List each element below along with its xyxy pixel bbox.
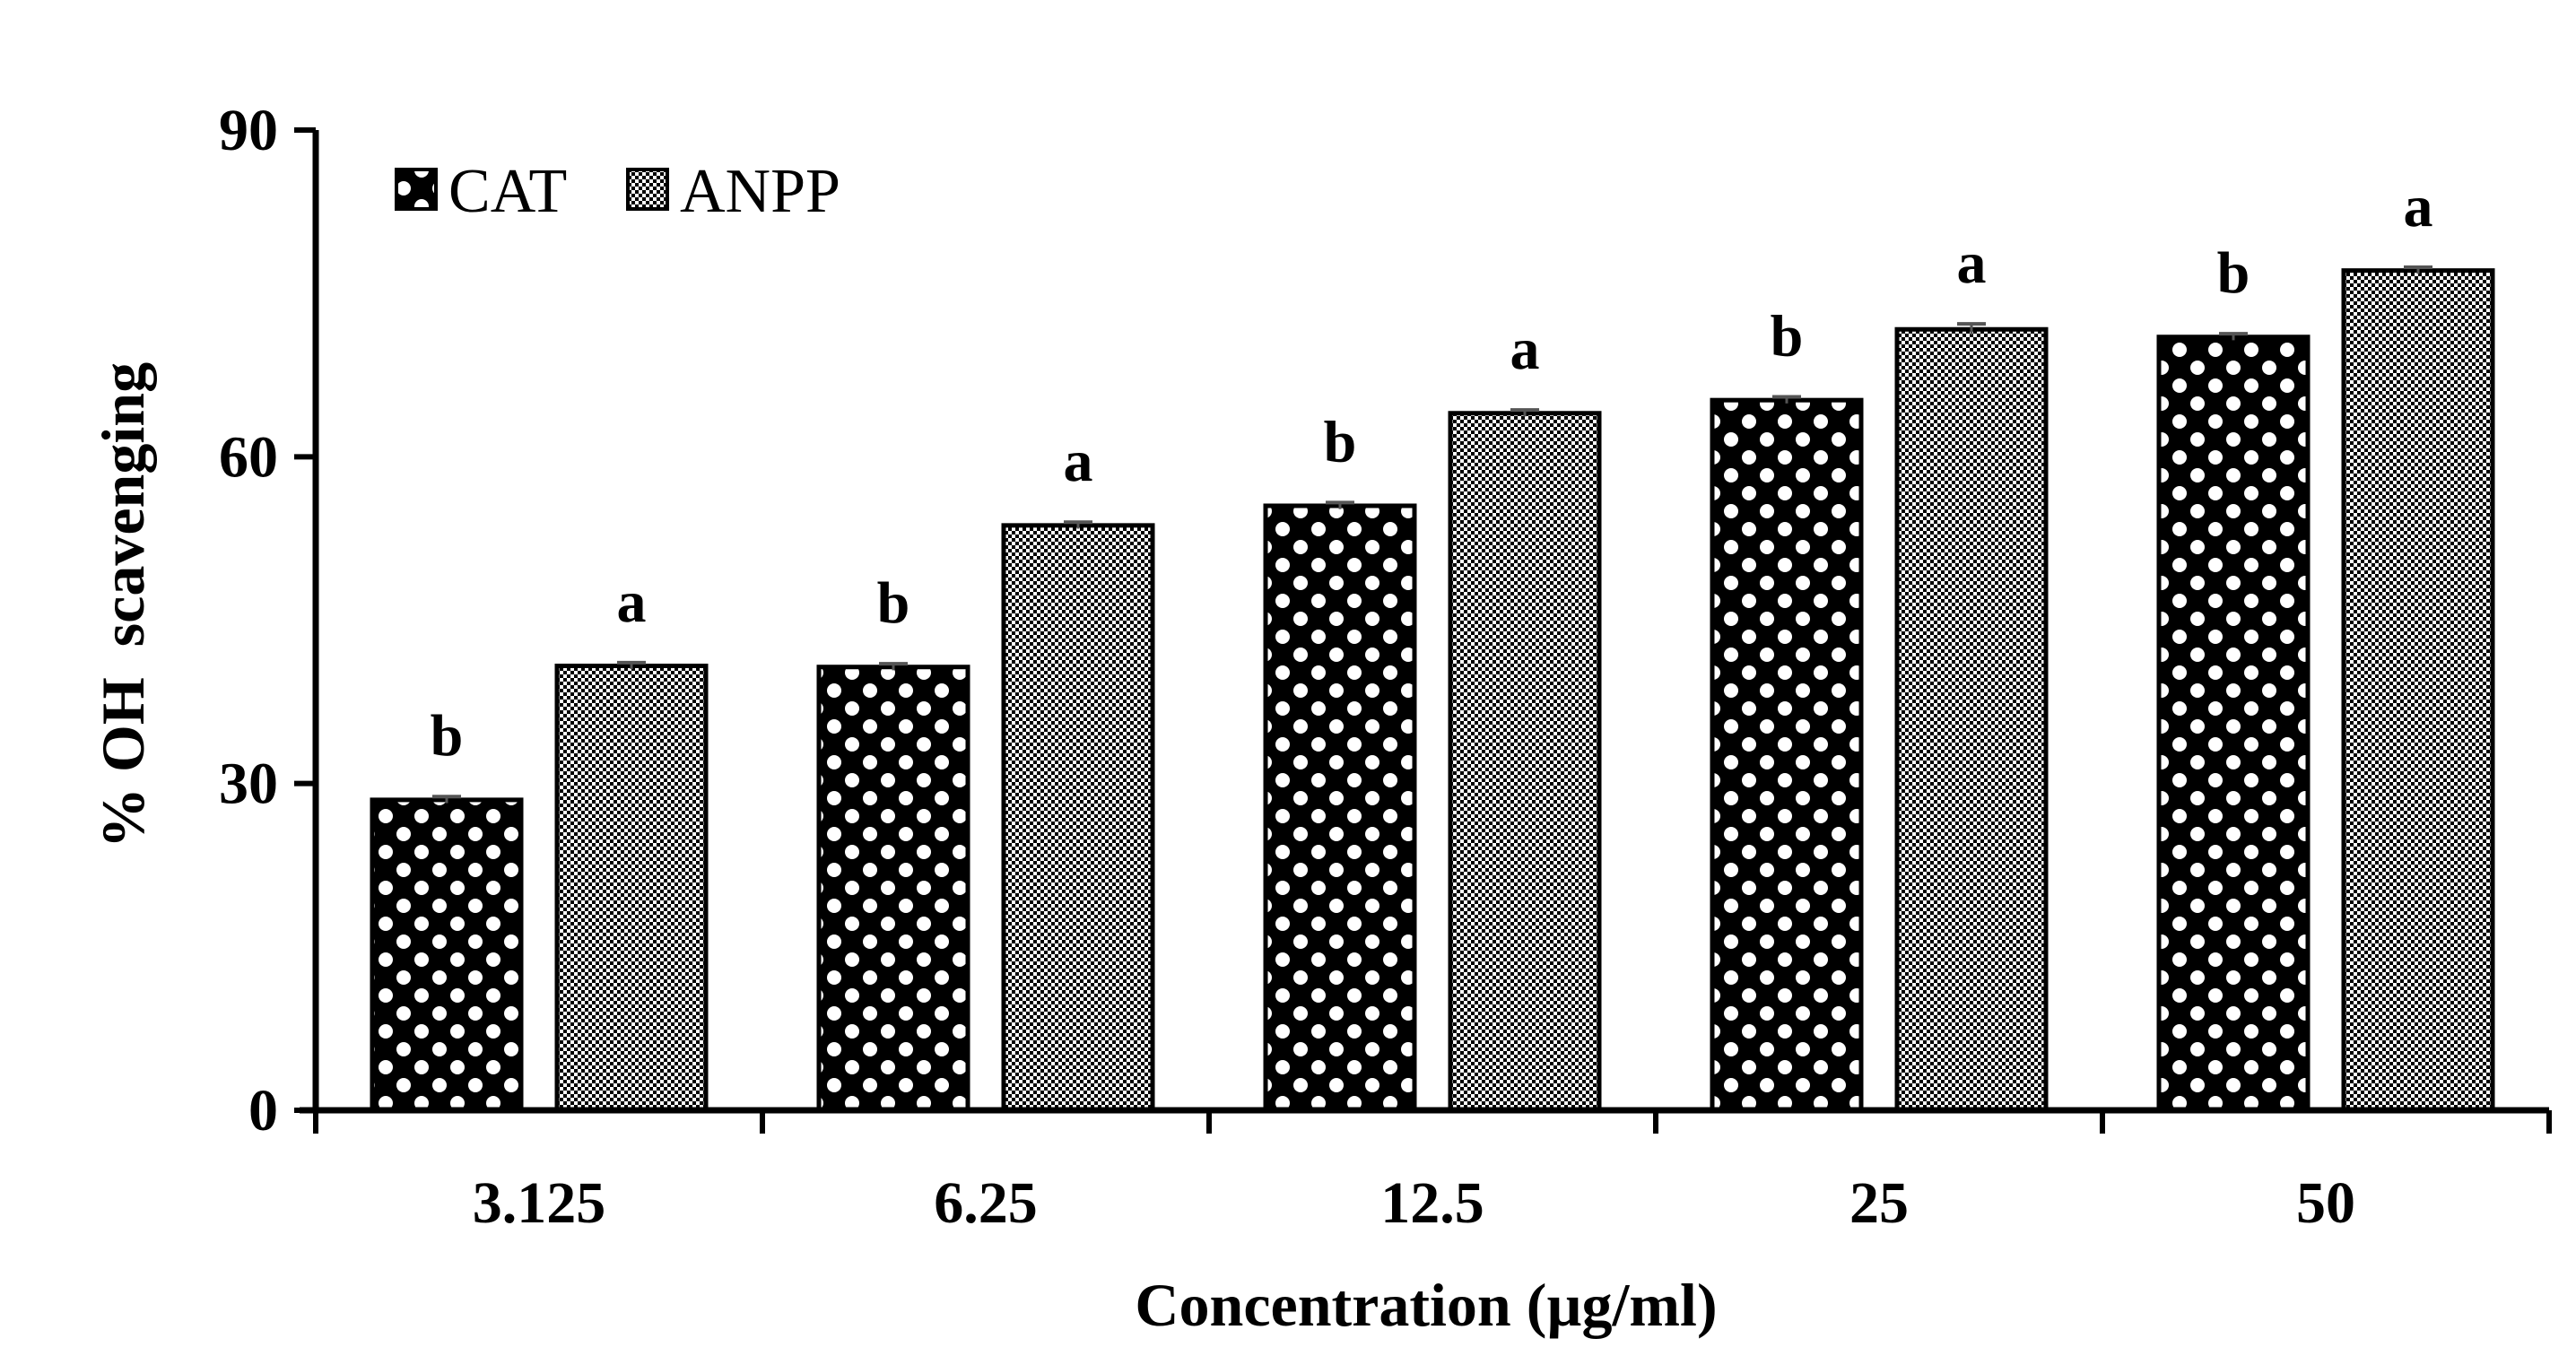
- y-tick-label: 90: [219, 98, 278, 163]
- axes-layer: 3.125 6.25 12.5 25 50 0 30 60 90: [219, 98, 2552, 1236]
- significance-label-cat-3.125: b: [431, 703, 464, 769]
- legend-label-cat: CAT: [448, 157, 567, 226]
- y-tick-label: 60: [219, 424, 278, 490]
- x-tick-label: 6.25: [934, 1170, 1038, 1236]
- bar-cat-12.5: [1263, 503, 1417, 1113]
- bar-anpp-3.125: [554, 664, 709, 1113]
- legend-swatch-cat: [395, 168, 438, 211]
- significance-label-anpp-3.125: a: [617, 569, 647, 635]
- significance-label-anpp-50: a: [2404, 174, 2433, 239]
- x-tick-label: 3.125: [473, 1170, 606, 1236]
- bar-anpp-12.5: [1448, 411, 1602, 1113]
- bars-layer: b a b a b a b a b a: [370, 174, 2495, 1113]
- bar-anpp-6.25: [1001, 523, 1155, 1113]
- bar-cat-3.125: [370, 797, 524, 1113]
- significance-label-cat-6.25: b: [877, 570, 910, 636]
- significance-label-cat-50: b: [2217, 240, 2250, 306]
- bar-anpp-25: [1894, 326, 2049, 1113]
- legend-label-anpp: ANPP: [680, 157, 840, 226]
- significance-label-cat-25: b: [1771, 304, 1804, 369]
- x-tick-label: 50: [2296, 1170, 2355, 1236]
- legend: CAT ANPP: [395, 157, 840, 226]
- x-tick-label: 25: [1849, 1170, 1909, 1236]
- x-axis-title: Concentration (µg/ml): [1135, 1271, 1717, 1339]
- bar-cat-25: [1710, 397, 1864, 1113]
- bar-cat-6.25: [816, 665, 970, 1113]
- bar-cat-50: [2156, 335, 2311, 1113]
- significance-label-anpp-6.25: a: [1064, 429, 1093, 494]
- bar-anpp-50: [2341, 268, 2495, 1113]
- significance-label-cat-12.5: b: [1324, 409, 1357, 474]
- y-axis-title: % OH scavenging: [89, 362, 157, 848]
- x-tick-label: 12.5: [1380, 1170, 1484, 1236]
- significance-label-anpp-25: a: [1957, 230, 1987, 296]
- y-tick-label: 30: [219, 752, 278, 817]
- significance-label-anpp-12.5: a: [1510, 317, 1540, 382]
- y-tick-label: 0: [248, 1078, 278, 1143]
- legend-swatch-anpp: [626, 168, 669, 211]
